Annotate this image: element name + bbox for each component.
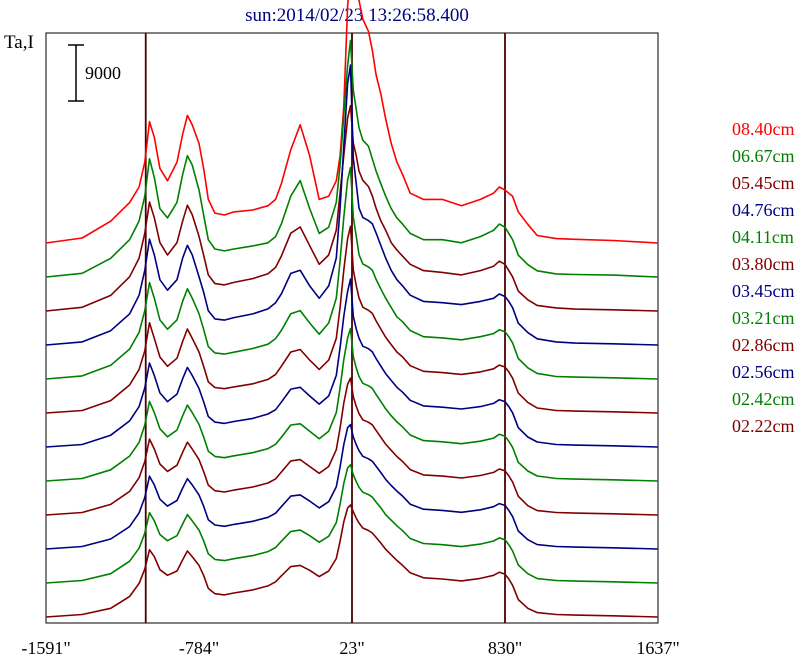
- intensity-scale-bar: 9000: [68, 44, 121, 102]
- legend-item-04.11cm: 04.11cm: [732, 227, 794, 247]
- legend-item-02.56cm: 02.56cm: [732, 362, 795, 382]
- x-tick-label: 830": [488, 638, 522, 658]
- series-line-02.42cm: [45, 464, 659, 584]
- x-tick-labels: -1591" -784" 23" 830" 1637": [21, 638, 679, 658]
- legend-item-04.76cm: 04.76cm: [732, 200, 795, 220]
- legend: 08.40cm 06.67cm 05.45cm 04.76cm 04.11cm 03.80…: [732, 119, 795, 436]
- series-line-02.86cm: [45, 377, 659, 516]
- chart-title: sun:2014/02/23 13:26:58.400: [245, 5, 469, 26]
- series-line-03.80cm: [45, 225, 659, 414]
- scale-bar-label: 9000: [85, 63, 121, 83]
- x-tick-label: 1637": [636, 638, 679, 658]
- legend-item-02.42cm: 02.42cm: [732, 389, 795, 409]
- series-line-06.67cm: [45, 39, 659, 278]
- x-tick-label: -784": [179, 638, 219, 658]
- legend-item-03.80cm: 03.80cm: [732, 254, 795, 274]
- x-tick-label: -1591": [21, 638, 70, 658]
- y-axis-label: Ta,I: [4, 32, 34, 53]
- series-line-03.45cm: [45, 278, 659, 448]
- legend-item-06.67cm: 06.67cm: [732, 146, 795, 166]
- legend-item-02.86cm: 02.86cm: [732, 335, 795, 355]
- legend-item-05.45cm: 05.45cm: [732, 173, 795, 193]
- series-line-03.21cm: [45, 327, 659, 482]
- series-line-02.22cm: [45, 504, 659, 618]
- series-line-04.76cm: [45, 64, 659, 346]
- series-layer: [45, 0, 659, 618]
- legend-item-03.21cm: 03.21cm: [732, 308, 795, 328]
- legend-item-03.45cm: 03.45cm: [732, 281, 795, 301]
- series-line-04.11cm: [45, 166, 659, 380]
- legend-item-08.40cm: 08.40cm: [732, 119, 795, 139]
- series-line-02.56cm: [45, 423, 659, 550]
- legend-item-02.22cm: 02.22cm: [732, 416, 795, 436]
- x-tick-label: 23": [339, 638, 364, 658]
